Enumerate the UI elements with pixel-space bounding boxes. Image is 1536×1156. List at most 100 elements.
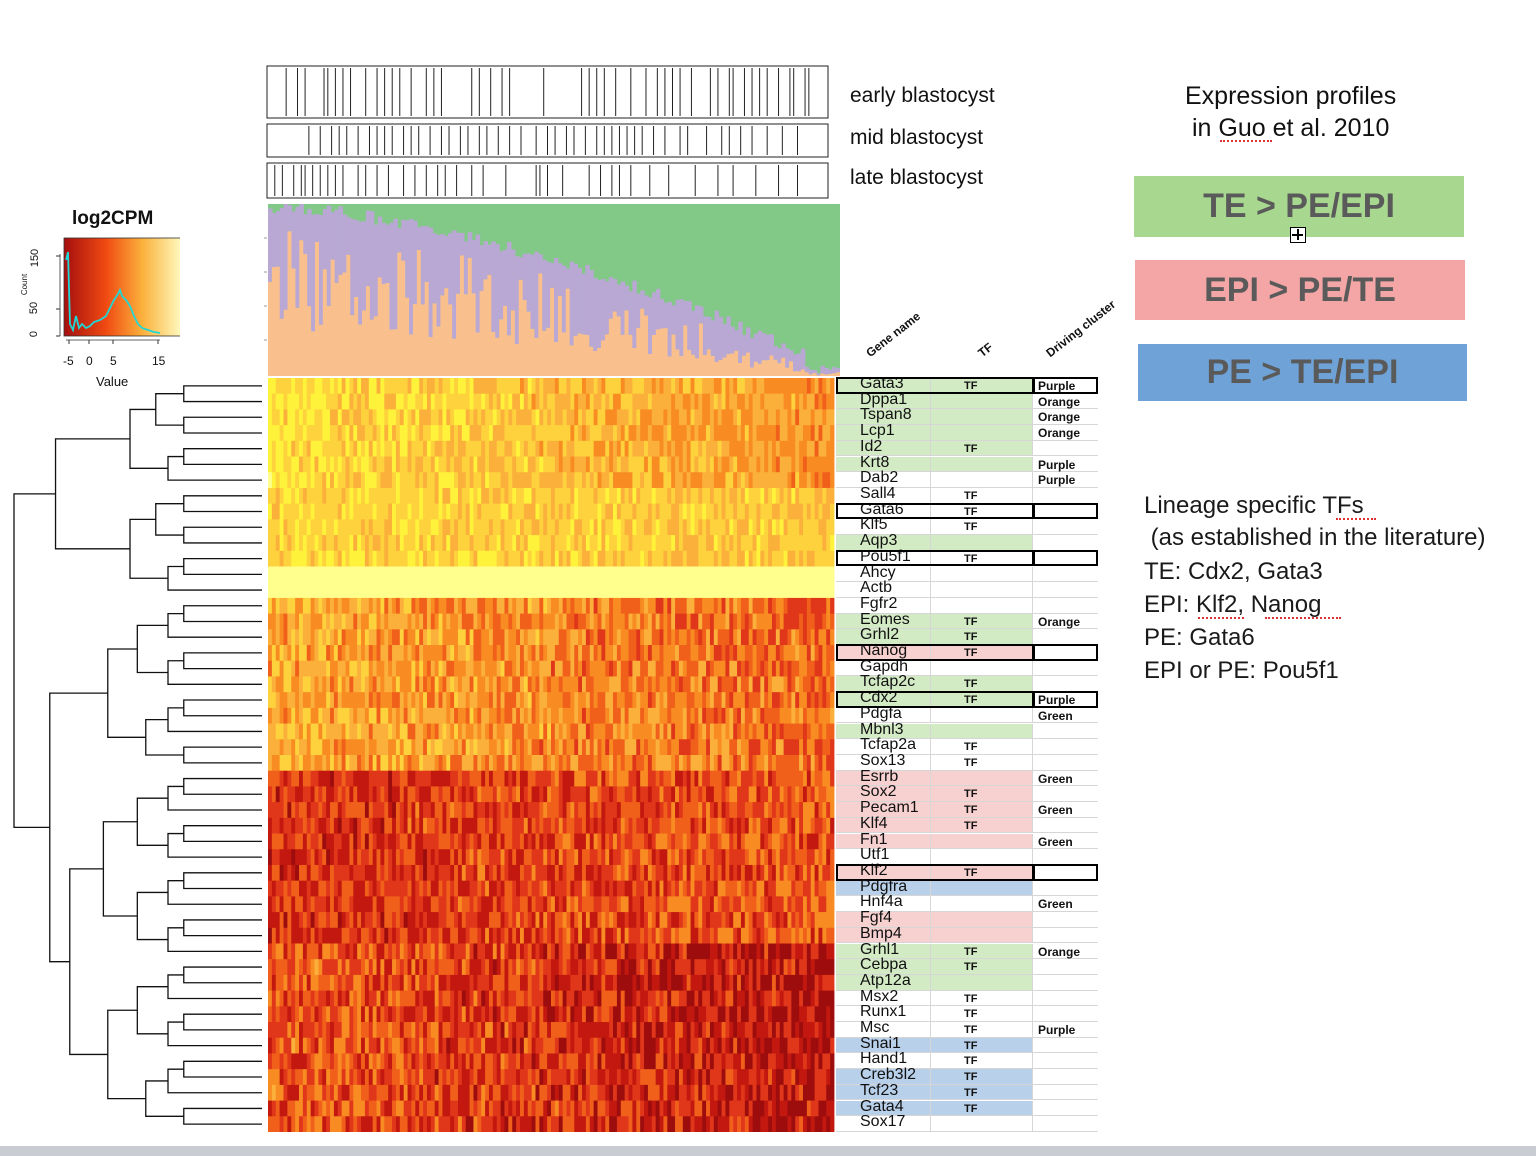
heatmap-cell bbox=[361, 645, 366, 662]
heatmap-cell bbox=[322, 817, 327, 834]
heatmap-cell bbox=[268, 770, 273, 787]
heatmap-cell bbox=[306, 535, 312, 552]
heatmap-cell bbox=[306, 739, 312, 756]
heatmap-cell bbox=[457, 566, 463, 583]
heatmap-cell bbox=[423, 409, 428, 426]
heatmap-cell bbox=[802, 503, 808, 520]
heatmap-cell bbox=[426, 456, 432, 473]
heatmap-cell bbox=[702, 817, 707, 834]
heatmap-cell bbox=[709, 645, 715, 662]
heatmap-cell bbox=[554, 535, 560, 552]
heatmap-cell bbox=[403, 472, 408, 489]
heatmap-cell bbox=[527, 582, 533, 599]
heatmap-cell bbox=[388, 456, 393, 473]
heatmap-cell bbox=[415, 378, 420, 395]
heatmap-cell bbox=[275, 833, 281, 850]
heatmap-cell bbox=[640, 786, 645, 803]
heatmap-cell bbox=[551, 393, 556, 410]
heatmap-cell bbox=[775, 425, 781, 442]
heatmap-cell bbox=[632, 393, 637, 410]
heatmap-cell bbox=[454, 739, 459, 756]
heatmap-cell bbox=[531, 597, 536, 615]
heatmap-cell bbox=[333, 739, 339, 756]
heatmap-cell bbox=[523, 393, 529, 410]
heatmap-cell bbox=[640, 692, 645, 709]
heatmap-cell bbox=[640, 566, 645, 583]
heatmap-cell bbox=[423, 629, 428, 646]
heatmap-cell bbox=[446, 550, 451, 567]
heatmap-cell bbox=[620, 676, 626, 693]
heatmap-cell bbox=[547, 597, 552, 615]
color-key-title: log2CPM bbox=[72, 208, 154, 229]
heatmap-cell bbox=[554, 786, 560, 803]
heatmap-cell bbox=[554, 393, 560, 410]
heatmap-cell bbox=[795, 487, 800, 505]
heatmap-cell bbox=[737, 503, 742, 520]
heatmap-cell bbox=[442, 817, 447, 834]
heatmap-cell bbox=[523, 802, 529, 819]
heatmap-cell bbox=[632, 487, 637, 505]
heatmap-cell bbox=[330, 802, 335, 819]
heatmap-cell bbox=[492, 692, 498, 709]
heatmap-cell bbox=[791, 707, 796, 724]
heatmap-cell bbox=[752, 535, 757, 552]
heatmap-cell bbox=[438, 629, 443, 646]
heatmap-cell bbox=[663, 739, 668, 756]
heatmap-cell bbox=[275, 802, 281, 819]
heatmap-cell bbox=[551, 817, 556, 834]
heatmap-cell bbox=[651, 660, 657, 677]
heatmap-cell bbox=[481, 755, 486, 772]
heatmap-cell bbox=[764, 707, 769, 724]
heatmap-cell bbox=[446, 456, 451, 473]
proportion-orange bbox=[742, 355, 747, 376]
heatmap-cell bbox=[531, 786, 536, 803]
heatmap-cell bbox=[682, 660, 688, 677]
heatmap-cell bbox=[423, 487, 428, 505]
heatmap-cell bbox=[454, 378, 459, 395]
heatmap-cell bbox=[791, 519, 796, 536]
heatmap-cell bbox=[539, 519, 544, 536]
heatmap-cell bbox=[500, 425, 505, 442]
heatmap-cell bbox=[341, 566, 346, 583]
heatmap-cell bbox=[663, 378, 668, 395]
heatmap-cell bbox=[380, 629, 385, 646]
heatmap-cell bbox=[353, 645, 358, 662]
heatmap-cell bbox=[500, 786, 505, 803]
heatmap-cell bbox=[407, 456, 412, 473]
heatmap-cell bbox=[306, 613, 312, 630]
heatmap-cell bbox=[446, 597, 451, 615]
heatmap-cell bbox=[690, 472, 695, 489]
heatmap-cell bbox=[368, 550, 374, 567]
heatmap-cell bbox=[438, 456, 443, 473]
heatmap-cell bbox=[345, 378, 350, 395]
heatmap-cell bbox=[675, 582, 680, 599]
heatmap-cell bbox=[651, 550, 657, 567]
heatmap-cell bbox=[481, 487, 486, 505]
dendrogram-branch bbox=[167, 612, 262, 638]
heatmap-cell bbox=[628, 817, 633, 834]
heatmap-cell bbox=[295, 440, 300, 457]
heatmap-cell bbox=[740, 629, 746, 646]
heatmap-cell bbox=[698, 802, 703, 819]
heatmap-cell bbox=[500, 550, 505, 567]
heatmap-cell bbox=[601, 613, 606, 630]
heatmap-cell bbox=[419, 503, 424, 520]
heatmap-cell bbox=[345, 629, 350, 646]
heatmap-cell bbox=[675, 786, 680, 803]
proportion-purple bbox=[318, 215, 324, 325]
heatmap-cell bbox=[644, 425, 649, 442]
heatmap-cell bbox=[826, 645, 831, 662]
heatmap-cell bbox=[605, 597, 610, 615]
heatmap-cell bbox=[826, 409, 831, 426]
heatmap-cell bbox=[527, 692, 533, 709]
heatmap-cell bbox=[578, 456, 583, 473]
heatmap-cell bbox=[512, 582, 517, 599]
proportion-purple bbox=[785, 348, 790, 368]
heatmap-cell bbox=[806, 786, 812, 803]
heatmap-cell bbox=[822, 833, 827, 850]
heatmap-cell bbox=[403, 582, 408, 599]
heatmap-cell bbox=[508, 849, 513, 866]
heatmap-cell bbox=[667, 440, 672, 457]
heatmap-cell bbox=[737, 597, 742, 615]
heatmap-cell bbox=[306, 378, 312, 395]
